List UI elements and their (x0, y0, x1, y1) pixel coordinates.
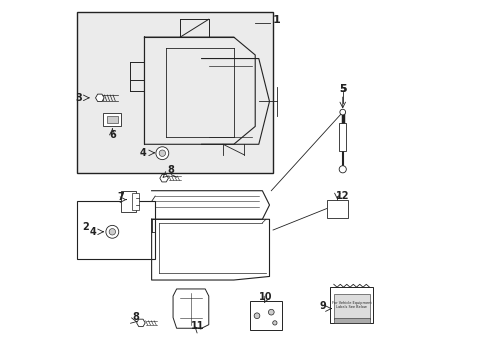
Circle shape (254, 313, 259, 319)
Text: 1: 1 (272, 15, 280, 25)
Circle shape (339, 166, 346, 173)
Polygon shape (249, 301, 282, 330)
Text: 6: 6 (109, 130, 116, 140)
Text: 11: 11 (191, 321, 204, 331)
Circle shape (156, 147, 168, 159)
Text: For Vehicle Equipment
Labels See Below: For Vehicle Equipment Labels See Below (331, 301, 371, 309)
Text: 7: 7 (118, 192, 124, 202)
Text: 5: 5 (338, 84, 346, 94)
Bar (329, 287, 372, 323)
Circle shape (339, 109, 345, 115)
Text: 9: 9 (319, 301, 326, 311)
Bar (333, 294, 369, 319)
Circle shape (106, 225, 119, 238)
Bar (107, 116, 118, 123)
Circle shape (268, 309, 274, 315)
Text: 8: 8 (132, 312, 139, 323)
Bar (121, 191, 135, 212)
Bar (77, 202, 155, 258)
Bar (326, 200, 347, 217)
Circle shape (109, 229, 115, 235)
Bar (333, 318, 369, 323)
Text: 4: 4 (139, 148, 146, 158)
Circle shape (272, 321, 276, 325)
Bar (339, 123, 346, 152)
Text: 8: 8 (167, 165, 174, 175)
Text: 5: 5 (339, 84, 346, 94)
Bar (77, 12, 272, 173)
Text: 12: 12 (335, 191, 349, 201)
Text: 2: 2 (82, 222, 88, 232)
Polygon shape (173, 289, 208, 328)
Bar (132, 193, 139, 210)
Bar (103, 113, 121, 126)
Text: 3: 3 (75, 93, 81, 103)
Text: 4: 4 (90, 227, 97, 237)
Text: 10: 10 (259, 292, 272, 302)
Circle shape (159, 150, 165, 157)
